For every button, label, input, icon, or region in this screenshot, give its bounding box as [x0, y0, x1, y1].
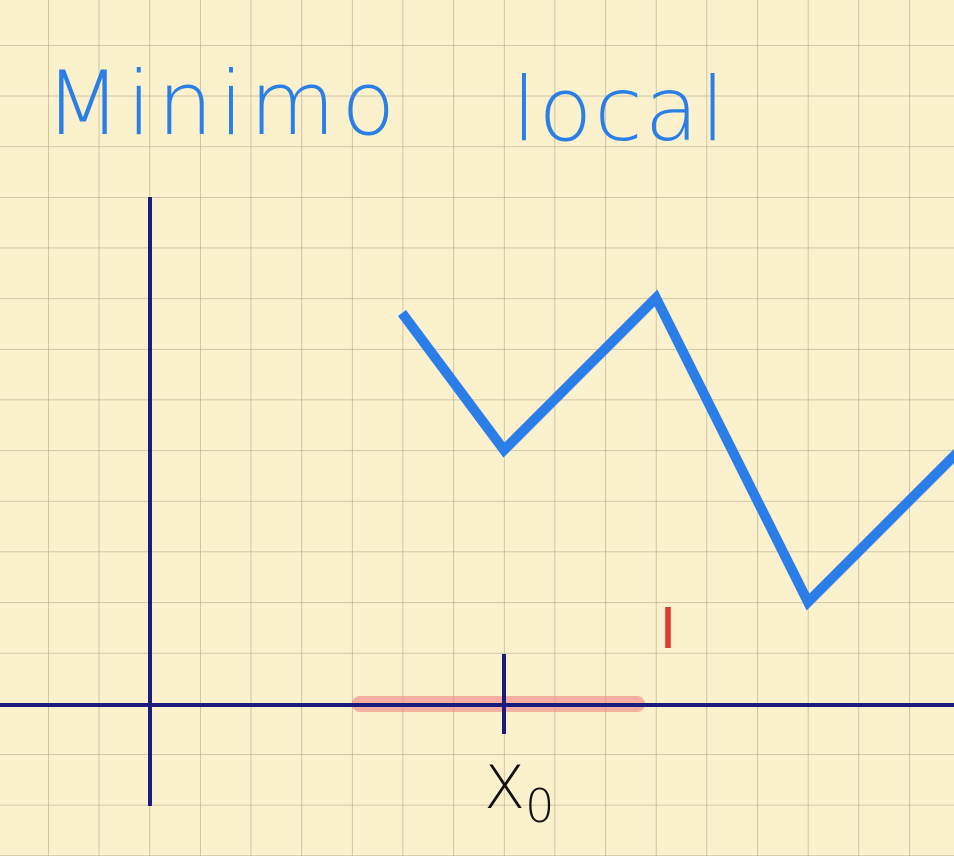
point-label-base: X: [484, 753, 525, 823]
point-label-sub: 0: [525, 779, 554, 833]
interval-label: I: [660, 597, 677, 662]
title-word: local: [512, 58, 727, 161]
point-label: X0: [484, 753, 554, 833]
function-curve: [397, 289, 954, 611]
title-word: Minimo: [45, 52, 401, 155]
